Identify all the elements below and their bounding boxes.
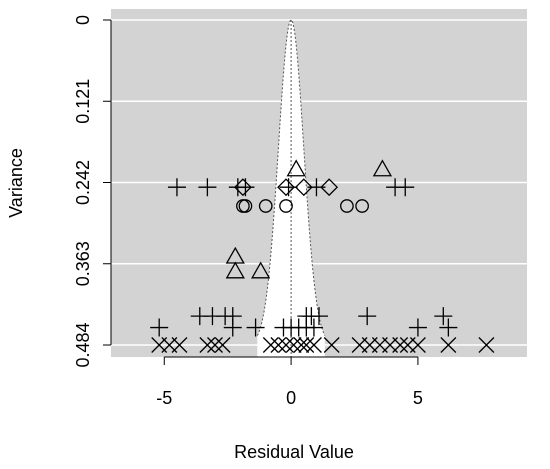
point-diamond: [294, 178, 313, 197]
point-cross: [392, 337, 409, 353]
point-cross: [270, 337, 287, 353]
point-cross: [298, 337, 315, 353]
point-triangle: [251, 261, 271, 279]
x-tick-label: -5: [156, 388, 172, 408]
point-circle: [355, 199, 369, 213]
y-tick-label: 0.484: [73, 322, 93, 367]
point-diamond: [320, 178, 339, 197]
point-cross: [305, 337, 322, 353]
point-circle: [238, 199, 253, 213]
point-circle: [340, 199, 354, 213]
x-axis: -5 0 5: [156, 356, 423, 408]
point-triangle: [372, 159, 393, 177]
point-cross: [214, 337, 231, 353]
point-plus: [434, 307, 453, 326]
point-triangle: [286, 159, 306, 177]
point-triangle: [225, 261, 245, 279]
point-plus: [167, 178, 186, 197]
y-tick-label: 0: [73, 15, 93, 25]
funnel-outline: [256, 19, 326, 336]
point-cross: [207, 337, 223, 353]
y-tick-label: 0.363: [73, 241, 93, 286]
data-points: [150, 159, 495, 353]
point-diamond: [277, 178, 295, 197]
point-plus: [396, 178, 415, 197]
point-cross: [285, 337, 302, 353]
point-plus: [439, 318, 458, 337]
x-axis-title: Residual Value: [234, 442, 354, 462]
x-tick-label: 0: [286, 388, 296, 408]
point-cross: [278, 337, 294, 353]
x-tick-label: 5: [413, 388, 423, 408]
point-cross: [171, 337, 188, 353]
point-diamond: [233, 178, 252, 197]
point-plus: [150, 318, 169, 337]
point-plus: [198, 178, 217, 197]
point-plus: [310, 307, 328, 326]
point-circle: [258, 199, 273, 213]
point-plus: [408, 318, 427, 337]
point-cross: [293, 337, 310, 353]
y-axis-title: Variance: [6, 148, 26, 218]
y-tick-label: 0.242: [73, 160, 93, 205]
point-plus: [246, 318, 265, 337]
point-cross: [323, 337, 340, 353]
point-plus: [223, 318, 242, 337]
point-cross: [199, 337, 216, 353]
y-axis: 0 0.121 0.242 0.363 0.484: [73, 15, 112, 368]
point-circle: [279, 199, 293, 213]
point-cross: [409, 337, 426, 353]
point-plus: [358, 307, 377, 326]
point-plus: [307, 178, 326, 197]
point-cross: [440, 337, 457, 353]
y-tick-label: 0.121: [73, 79, 93, 124]
point-cross: [262, 337, 279, 353]
point-plus: [304, 318, 323, 337]
point-cross: [478, 337, 495, 353]
grid-lines: [111, 19, 527, 346]
